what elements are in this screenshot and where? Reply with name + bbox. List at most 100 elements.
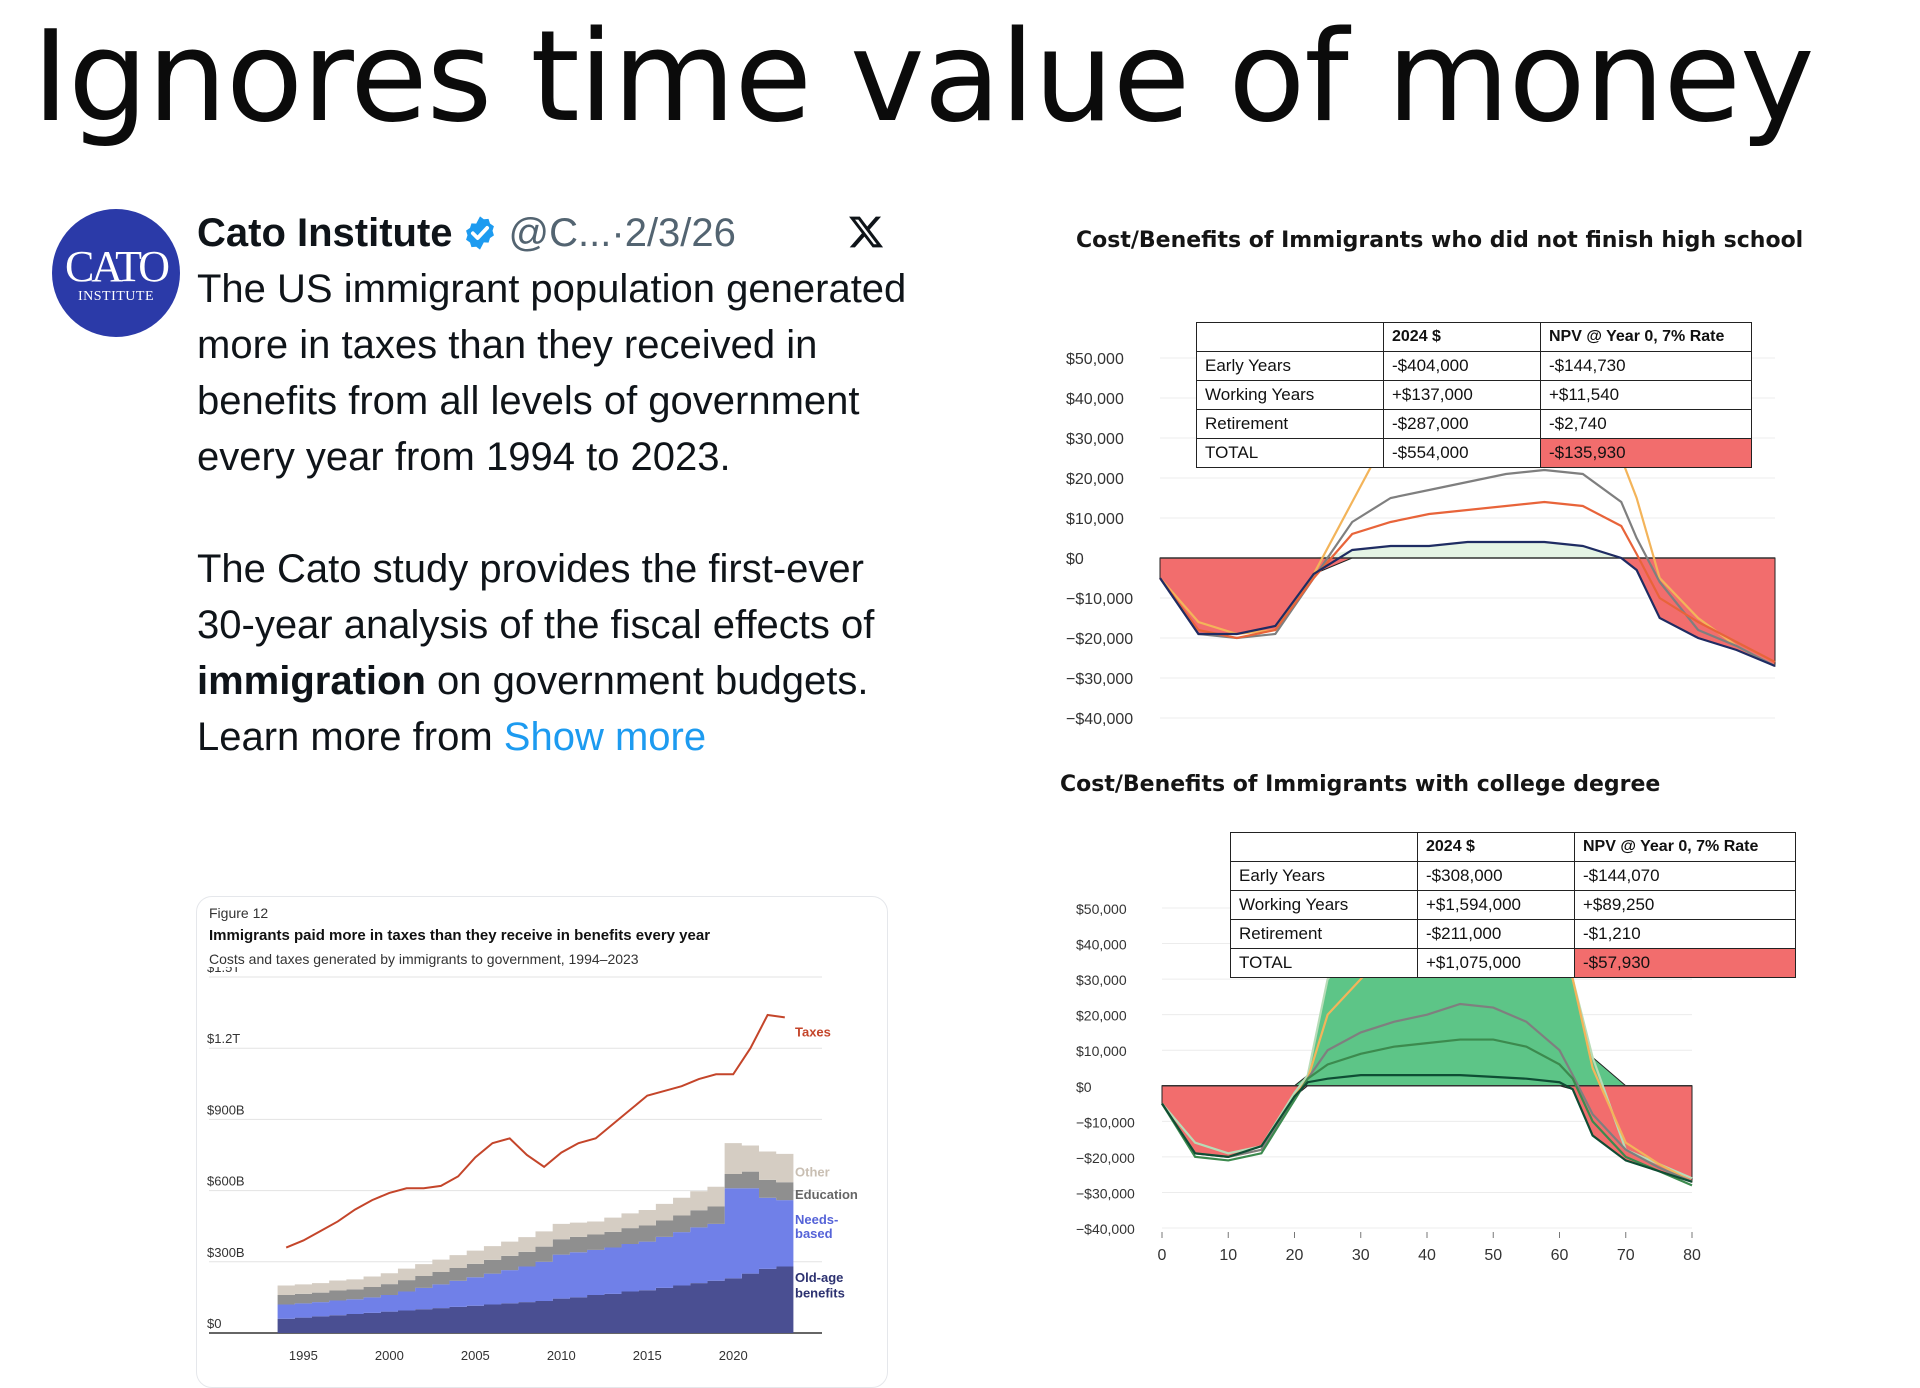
chart-y-tick: $10,000 bbox=[1066, 511, 1124, 528]
chart-line-dark-green bbox=[1161, 1074, 1693, 1183]
chart-positive-area bbox=[1160, 542, 1775, 558]
fig12-y-tick: $1.5T bbox=[207, 967, 240, 975]
chart2-table: 2024 $ NPV @ Year 0, 7% Rate Early Years… bbox=[1230, 832, 1796, 978]
chart-line-gray bbox=[1159, 468, 1776, 667]
chart-line-orange- bbox=[1159, 500, 1776, 663]
chart-y-tick: −$30,000 bbox=[1066, 671, 1133, 688]
fig12-x-tick: 2005 bbox=[461, 1348, 490, 1363]
avatar-logo-text: CATO bbox=[64, 242, 170, 291]
chart-y-tick: $0 bbox=[1076, 1079, 1092, 1095]
table-cell: -$1,210 bbox=[1574, 919, 1796, 949]
chart-x-tick: 80 bbox=[1683, 1247, 1701, 1264]
x-logo-icon[interactable] bbox=[847, 213, 885, 251]
tweet-card: CATO INSTITUTE Cato Institute @C...·2/3/… bbox=[52, 205, 906, 1371]
tweet-bold-keyword: immigration bbox=[197, 659, 426, 703]
table-header: NPV @ Year 0, 7% Rate bbox=[1574, 832, 1796, 862]
fig12-legend-needs: Needs- bbox=[795, 1212, 838, 1227]
fig12-x-tick: 2010 bbox=[547, 1348, 576, 1363]
chart-y-tick: $0 bbox=[1066, 551, 1084, 568]
author-name[interactable]: Cato Institute bbox=[197, 210, 453, 255]
fig12-y-tick: $900B bbox=[207, 1102, 245, 1117]
figure-subtitle: Costs and taxes generated by immigrants … bbox=[209, 951, 639, 967]
chart1-title: Cost/Benefits of Immigrants who did not … bbox=[1076, 228, 1804, 253]
table-row: Early Years -$308,000 -$144,070 bbox=[1230, 861, 1796, 891]
table-header bbox=[1230, 832, 1418, 862]
chart1-table: 2024 $ NPV @ Year 0, 7% Rate Early Years… bbox=[1196, 322, 1752, 468]
chart-y-tick: $10,000 bbox=[1076, 1043, 1127, 1059]
table-header-row: 2024 $ NPV @ Year 0, 7% Rate bbox=[1230, 832, 1796, 862]
chart-y-tick: $50,000 bbox=[1076, 901, 1127, 917]
tweet-text-part: on government budgets. Learn more from bbox=[197, 659, 869, 759]
table-row: Working Years +$137,000 +$11,540 bbox=[1196, 380, 1752, 410]
fig12-x-tick: 2020 bbox=[719, 1348, 748, 1363]
tweet-text: The US immigrant population generated mo… bbox=[197, 261, 917, 765]
tweet-paragraph-1: The US immigrant population generated mo… bbox=[197, 267, 907, 479]
fig12-area-old-age-benefits bbox=[277, 1266, 794, 1333]
table-header bbox=[1196, 322, 1384, 352]
table-cell: +$11,540 bbox=[1540, 380, 1752, 410]
chart-y-tick: −$10,000 bbox=[1076, 1114, 1135, 1130]
chart-y-tick: $30,000 bbox=[1076, 972, 1127, 988]
chart-line-green bbox=[1161, 1038, 1693, 1187]
table-cell: -$554,000 bbox=[1383, 438, 1541, 468]
fig12-legend-oldage: Old-age bbox=[795, 1270, 843, 1285]
table-row: TOTAL -$554,000 -$135,930 bbox=[1196, 438, 1752, 468]
table-cell: -$308,000 bbox=[1417, 861, 1575, 891]
chart-y-tick: $30,000 bbox=[1066, 431, 1124, 448]
chart-y-tick: $20,000 bbox=[1076, 1008, 1127, 1024]
fig12-legend-oldage: benefits bbox=[795, 1285, 845, 1300]
show-more-link[interactable]: Show more bbox=[503, 715, 707, 759]
fig12-x-tick: 2000 bbox=[375, 1348, 404, 1363]
chart-y-tick: −$40,000 bbox=[1066, 711, 1133, 728]
table-header: NPV @ Year 0, 7% Rate bbox=[1540, 322, 1752, 352]
chart-y-tick: $20,000 bbox=[1066, 471, 1124, 488]
table-row: Working Years +$1,594,000 +$89,250 bbox=[1230, 890, 1796, 920]
handle-date[interactable]: @C...·2/3/26 bbox=[508, 210, 736, 255]
table-cell: +$1,075,000 bbox=[1417, 948, 1575, 978]
table-cell: +$137,000 bbox=[1383, 380, 1541, 410]
table-row: Retirement -$287,000 -$2,740 bbox=[1196, 409, 1752, 439]
fig12-taxes-line bbox=[285, 1013, 785, 1249]
table-header: 2024 $ bbox=[1417, 832, 1575, 862]
table-cell: -$287,000 bbox=[1383, 409, 1541, 439]
fig12-y-tick: $300B bbox=[207, 1245, 245, 1260]
tweet-media-figure[interactable]: Figure 12 Immigrants paid more in taxes … bbox=[196, 896, 888, 1388]
table-cell: -$404,000 bbox=[1383, 351, 1541, 381]
table-cell: TOTAL bbox=[1230, 948, 1418, 978]
tweet-paragraph-2: The Cato study provides the first-ever 3… bbox=[197, 541, 917, 765]
chart-x-tick: 0 bbox=[1158, 1247, 1167, 1264]
chart-y-tick: $40,000 bbox=[1066, 391, 1124, 408]
chart-y-tick: −$40,000 bbox=[1076, 1221, 1135, 1237]
fig12-legend-taxes: Taxes bbox=[795, 1024, 831, 1039]
avatar[interactable]: CATO INSTITUTE bbox=[52, 209, 180, 337]
table-cell: TOTAL bbox=[1196, 438, 1384, 468]
fig12-y-tick: $0 bbox=[207, 1316, 221, 1331]
chart-x-tick: 60 bbox=[1551, 1247, 1569, 1264]
tweet-text-part: The Cato study provides the first-ever 3… bbox=[197, 547, 875, 647]
table-cell: Working Years bbox=[1196, 380, 1384, 410]
fig12-area-other bbox=[277, 1143, 794, 1296]
fig12-chart: $0 $300B $600B $900B $1.2T $1.5T 1995 2000 2005 2… bbox=[207, 967, 858, 1363]
table-header-row: 2024 $ NPV @ Year 0, 7% Rate bbox=[1196, 322, 1752, 352]
table-cell: Early Years bbox=[1230, 861, 1418, 891]
fig12-x-tick: 1995 bbox=[289, 1348, 318, 1363]
table-cell: -$144,070 bbox=[1574, 861, 1796, 891]
table-header: 2024 $ bbox=[1383, 322, 1541, 352]
table-cell: -$144,730 bbox=[1540, 351, 1752, 381]
avatar-logo-subtext: INSTITUTE bbox=[77, 289, 155, 304]
fig12-legend-education: Education bbox=[795, 1187, 858, 1202]
table-cell: Retirement bbox=[1196, 409, 1384, 439]
chart-x-tick: 50 bbox=[1484, 1247, 1502, 1264]
chart-x-tick: 70 bbox=[1617, 1247, 1635, 1264]
slide-title: Ignores time value of money bbox=[32, 3, 1815, 150]
figure-title: Immigrants paid more in taxes than they … bbox=[209, 927, 711, 944]
chart-x-tick: 10 bbox=[1219, 1247, 1237, 1264]
table-cell: Working Years bbox=[1230, 890, 1418, 920]
chart-y-tick: −$20,000 bbox=[1076, 1150, 1135, 1166]
table-row: Early Years -$404,000 -$144,730 bbox=[1196, 351, 1752, 381]
table-cell: -$2,740 bbox=[1540, 409, 1752, 439]
table-cell: -$211,000 bbox=[1417, 919, 1575, 949]
chart1-plot: $50,000 $40,000 $30,000 $20,000 $10,000 $0 −$1… bbox=[1066, 351, 1776, 728]
table-cell: +$1,594,000 bbox=[1417, 890, 1575, 920]
figure-label: Figure 12 bbox=[209, 905, 269, 921]
